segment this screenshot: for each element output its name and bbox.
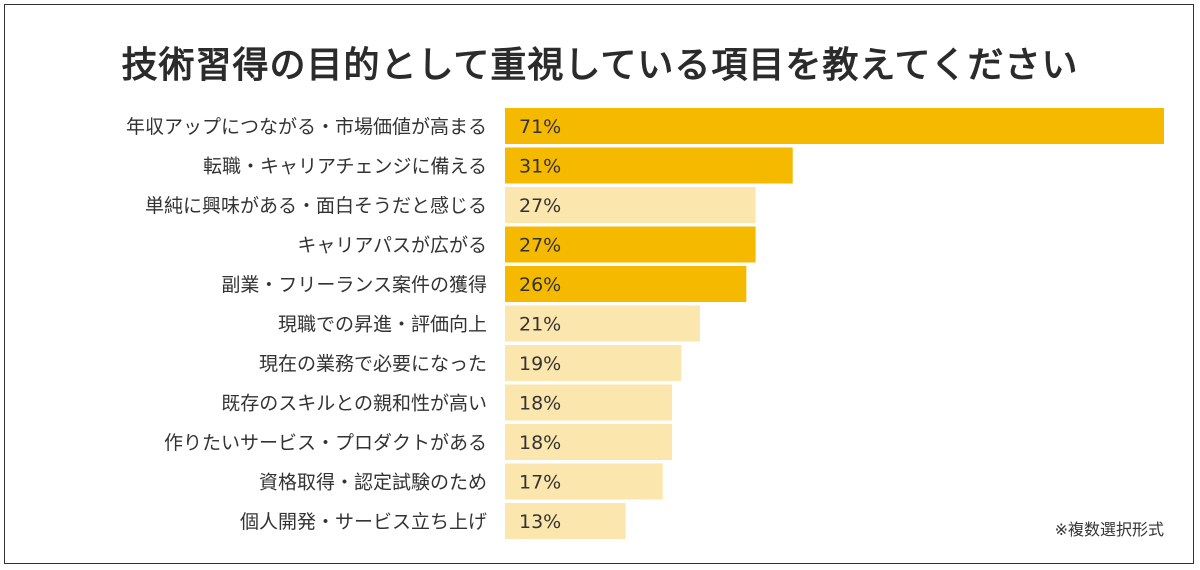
footnote: ※複数選択形式 bbox=[1054, 520, 1164, 539]
category-label: 副業・フリーランス案件の獲得 bbox=[221, 274, 487, 296]
bar-value-label: 21% bbox=[519, 314, 561, 336]
bar-value-label: 18% bbox=[519, 393, 561, 415]
bar bbox=[505, 108, 1164, 144]
bar bbox=[505, 187, 756, 223]
bar bbox=[505, 424, 673, 460]
bar-value-label: 26% bbox=[519, 274, 561, 296]
category-label: 現職での昇進・評価向上 bbox=[278, 314, 487, 336]
category-label: 単純に興味がある・面白そうだと感じる bbox=[145, 195, 487, 217]
bar bbox=[505, 147, 793, 184]
category-label: 転職・キャリアチェンジに備える bbox=[203, 156, 487, 178]
bar bbox=[505, 226, 756, 263]
bar-value-label: 27% bbox=[519, 195, 561, 217]
category-label: 個人開発・サービス立ち上げ bbox=[240, 511, 487, 533]
bar bbox=[505, 384, 673, 421]
category-label: 作りたいサービス・プロダクトがある bbox=[164, 432, 487, 454]
bar bbox=[505, 345, 682, 381]
bar bbox=[505, 266, 747, 302]
bar-value-label: 17% bbox=[519, 472, 561, 494]
bar-value-label: 19% bbox=[519, 353, 561, 375]
chart-title: 技術習得の目的として重視している項目を教えてください bbox=[121, 45, 1079, 86]
bar-value-label: 27% bbox=[519, 235, 561, 257]
bar bbox=[505, 503, 626, 539]
bar bbox=[505, 305, 700, 342]
category-label: キャリアパスが広がる bbox=[297, 235, 487, 257]
category-label: 既存のスキルとの親和性が高い bbox=[221, 393, 487, 415]
bar-value-label: 18% bbox=[519, 432, 561, 454]
category-label: 現在の業務で必要になった bbox=[259, 353, 487, 375]
bar-value-label: 13% bbox=[519, 511, 561, 533]
bar-value-label: 31% bbox=[519, 156, 561, 178]
bar bbox=[505, 463, 663, 500]
bar-value-label: 71% bbox=[519, 116, 561, 138]
category-label: 年収アップにつながる・市場価値が高まる bbox=[126, 116, 487, 138]
category-label: 資格取得・認定試験のため bbox=[259, 472, 487, 494]
